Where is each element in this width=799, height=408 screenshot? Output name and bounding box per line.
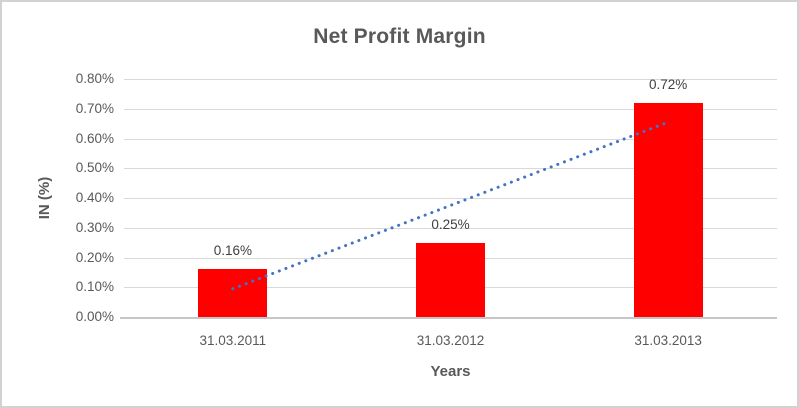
bar-31.03.2011 [198, 269, 268, 317]
x-axis-line [120, 316, 777, 319]
y-tick-label: 0.60% [75, 130, 114, 146]
x-tick-label: 31.03.2011 [199, 333, 267, 348]
data-label: 0.16% [213, 243, 252, 259]
chart-title: Net Profit Margin [313, 25, 486, 48]
y-tick-label: 0.80% [75, 71, 114, 86]
gridline [124, 108, 777, 110]
y-tick-label: 0.10% [75, 279, 114, 295]
x-tick-label: 31.03.2013 [634, 333, 702, 348]
y-tick-label: 0.20% [75, 249, 114, 265]
x-tick-label: 31.03.2012 [416, 333, 485, 348]
y-tick-label: 0.40% [75, 190, 114, 205]
y-tick-label: 0.50% [75, 160, 114, 176]
gridline [124, 79, 777, 80]
bar-31.03.2012 [416, 242, 485, 317]
x-axis-title: Years [430, 363, 471, 380]
y-tick-label: 0.30% [75, 219, 114, 235]
data-label: 0.72% [649, 76, 688, 92]
y-tick-label: 0.00% [75, 309, 114, 324]
bar-31.03.2013 [633, 102, 703, 317]
data-label: 0.25% [431, 216, 470, 232]
y-tick-label: 0.70% [75, 100, 114, 116]
